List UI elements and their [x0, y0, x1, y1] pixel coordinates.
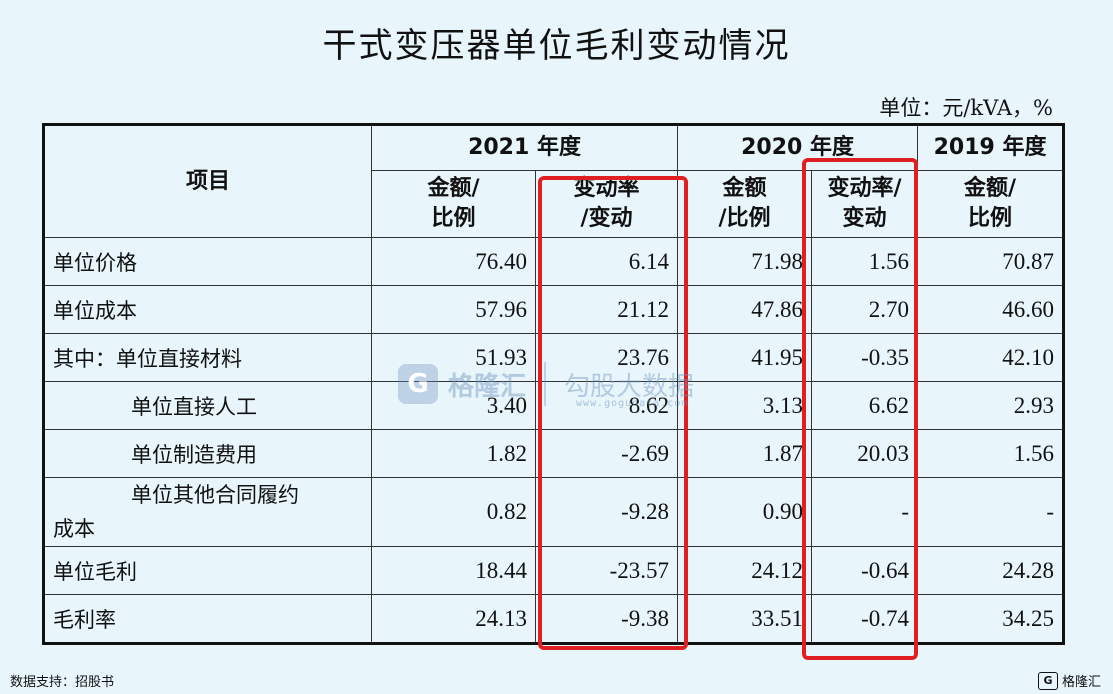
header-amount-2019: 金额/比例	[917, 170, 1065, 238]
table-row: 毛利率 24.13 -9.38 33.51 -0.74 34.25	[43, 594, 1065, 644]
watermark-tagline: 勾股大数据	[564, 371, 695, 402]
header-change-2020: 变动率/变动	[811, 170, 919, 238]
cell-value: 21.12	[534, 285, 679, 334]
cell-value: -	[917, 477, 1065, 547]
row-label: 单位其他合同履约 成本	[43, 477, 372, 547]
watermark-divider	[544, 362, 547, 406]
watermark: G 格隆汇 勾股大数据	[398, 362, 694, 406]
header-year-2021: 2021 年度	[370, 124, 679, 171]
cell-value: 34.25	[917, 594, 1065, 644]
cell-value: 18.44	[371, 546, 536, 595]
cell-value: 47.86	[677, 285, 813, 334]
row-label: 单位价格	[43, 237, 372, 286]
table-row: 单位其他合同履约 成本 0.82 -9.28 0.90 - -	[43, 477, 1065, 547]
cell-value: 1.82	[371, 429, 536, 478]
cell-value: -0.64	[811, 546, 919, 595]
header-year-2020: 2020 年度	[677, 124, 919, 171]
cell-value: -23.57	[534, 546, 679, 595]
header-amount-2020: 金额/比例	[677, 170, 813, 238]
cell-value: -	[811, 477, 919, 547]
table-row: 其中：单位直接材料 51.93 23.76 41.95 -0.35 42.10	[43, 333, 1065, 382]
cell-value: 51.93	[371, 333, 536, 382]
watermark-logo-icon: G	[398, 364, 438, 404]
cell-value: 6.62	[811, 381, 919, 430]
cell-value: 0.90	[677, 477, 813, 547]
page-title: 干式变压器单位毛利变动情况	[322, 26, 791, 66]
cell-value: 3.40	[371, 381, 536, 430]
cell-value: 41.95	[677, 333, 813, 382]
cell-value: 1.56	[811, 237, 919, 286]
cell-value: 24.12	[677, 546, 813, 595]
header-change-2021: 变动率/变动	[534, 170, 679, 238]
cell-value: 1.87	[677, 429, 813, 478]
row-label: 毛利率	[43, 594, 372, 644]
cell-value: 71.98	[677, 237, 813, 286]
row-label: 其中：单位直接材料	[43, 333, 372, 382]
cell-value: 6.14	[534, 237, 679, 286]
cell-value: 20.03	[811, 429, 919, 478]
row-label: 单位成本	[43, 285, 372, 334]
table-row: 单位成本 57.96 21.12 47.86 2.70 46.60	[43, 285, 1065, 334]
cell-value: 0.82	[371, 477, 536, 547]
header-year-2019: 2019 年度	[917, 124, 1065, 171]
cell-value: 24.28	[917, 546, 1065, 595]
cell-value: 76.40	[371, 237, 536, 286]
row-label: 单位直接人工	[43, 381, 372, 430]
cell-value: 8.62	[534, 381, 679, 430]
cell-value: 42.10	[917, 333, 1065, 382]
cell-value: -0.74	[811, 594, 919, 644]
brand: G 格隆汇	[1037, 671, 1101, 690]
cell-value: -9.28	[534, 477, 679, 547]
table-row: 单位直接人工 3.40 8.62 3.13 6.62 2.93	[43, 381, 1065, 430]
cell-value: 1.56	[917, 429, 1065, 478]
cell-value: 2.70	[811, 285, 919, 334]
brand-logo-icon: G	[1037, 671, 1058, 690]
cell-value: 46.60	[917, 285, 1065, 334]
cell-value: 2.93	[917, 381, 1065, 430]
gross-margin-table: 项目 2021 年度 2020 年度 2019 年度 金额/比例 变动率/变动 …	[42, 123, 1066, 645]
watermark-name: 格隆汇	[448, 371, 527, 402]
header-item: 项目	[43, 124, 372, 238]
header-amount-2021: 金额/比例	[371, 170, 536, 238]
unit-note: 单位：元/kVA，%	[879, 96, 1053, 120]
row-label: 单位制造费用	[43, 429, 372, 478]
source-note: 数据支持：招股书	[10, 675, 115, 690]
cell-value: -2.69	[534, 429, 679, 478]
watermark-url: www.gogudata.com	[576, 398, 689, 409]
cell-value: -0.35	[811, 333, 919, 382]
cell-value: 3.13	[677, 381, 813, 430]
row-label: 单位毛利	[43, 546, 372, 595]
cell-value: 24.13	[371, 594, 536, 644]
brand-name: 格隆汇	[1061, 675, 1101, 690]
cell-value: 57.96	[371, 285, 536, 334]
table-row: 单位价格 76.40 6.14 71.98 1.56 70.87	[43, 237, 1065, 286]
table-row: 单位制造费用 1.82 -2.69 1.87 20.03 1.56	[43, 429, 1065, 478]
cell-value: 70.87	[917, 237, 1065, 286]
cell-value: 33.51	[677, 594, 813, 644]
cell-value: -9.38	[534, 594, 679, 644]
table-row: 单位毛利 18.44 -23.57 24.12 -0.64 24.28	[43, 546, 1065, 595]
